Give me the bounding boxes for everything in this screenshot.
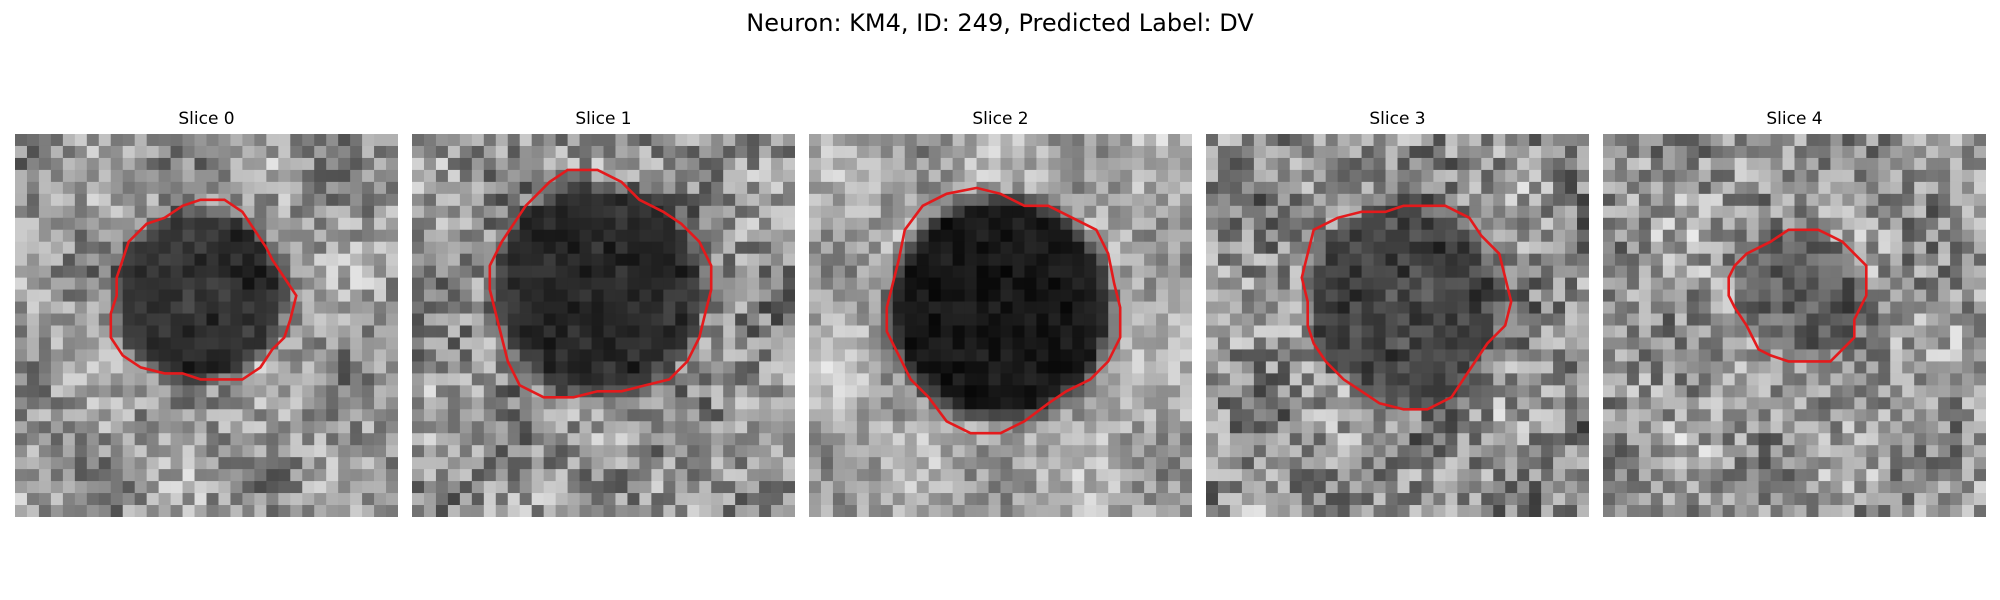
slice-image-4 (1603, 134, 1986, 517)
slice-title-1: Slice 1 (575, 109, 632, 129)
slice-panel-3: Slice 3 (1206, 108, 1589, 517)
slice-panel-0: Slice 0 (15, 108, 398, 517)
contour-4 (1727, 228, 1868, 363)
slice-title-0: Slice 0 (178, 109, 235, 129)
slice-panel-2: Slice 2 (809, 108, 1192, 517)
slice-panel-4: Slice 4 (1603, 108, 1986, 517)
slice-title-2: Slice 2 (972, 109, 1029, 129)
contour-2 (885, 186, 1122, 435)
slice-image-0 (15, 134, 398, 517)
slice-panel-1: Slice 1 (412, 108, 795, 517)
slice-title-3: Slice 3 (1369, 109, 1426, 129)
slice-image-2 (809, 134, 1192, 517)
contour-0 (109, 198, 298, 381)
slice-image-3 (1206, 134, 1589, 517)
slice-image-1 (412, 134, 795, 517)
contour-1 (488, 168, 713, 399)
figure-title: Neuron: KM4, ID: 249, Predicted Label: D… (746, 9, 1254, 37)
slice-title-4: Slice 4 (1766, 109, 1823, 129)
contour-3 (1300, 204, 1513, 411)
